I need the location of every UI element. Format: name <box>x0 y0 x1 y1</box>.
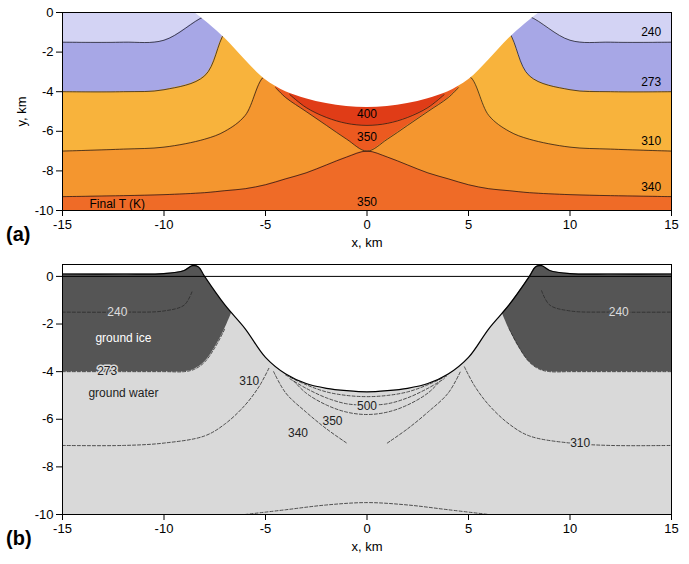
svg-text:-5: -5 <box>260 217 272 232</box>
svg-text:x, km: x, km <box>351 539 382 554</box>
svg-text:350: 350 <box>357 130 377 144</box>
svg-text:240: 240 <box>107 305 127 319</box>
svg-text:500: 500 <box>357 399 377 413</box>
svg-text:350: 350 <box>322 414 342 428</box>
svg-text:273: 273 <box>641 75 661 89</box>
svg-text:340: 340 <box>288 426 308 440</box>
svg-text:310: 310 <box>570 436 590 450</box>
svg-text:-8: -8 <box>42 163 54 178</box>
svg-text:-2: -2 <box>42 44 54 59</box>
svg-text:ground water: ground water <box>88 386 158 400</box>
svg-text:-10: -10 <box>155 521 174 536</box>
svg-text:240: 240 <box>641 25 661 39</box>
svg-text:5: 5 <box>465 217 472 232</box>
svg-text:x, km: x, km <box>351 235 382 250</box>
svg-text:-10: -10 <box>35 203 54 218</box>
svg-text:15: 15 <box>664 521 678 536</box>
svg-text:-15: -15 <box>53 521 72 536</box>
svg-text:0: 0 <box>363 521 370 536</box>
svg-text:-5: -5 <box>260 521 272 536</box>
svg-text:10: 10 <box>563 521 577 536</box>
svg-text:ground ice: ground ice <box>95 331 151 345</box>
svg-text:340: 340 <box>641 180 661 194</box>
svg-text:-6: -6 <box>42 411 54 426</box>
svg-text:273: 273 <box>97 364 117 378</box>
svg-text:0: 0 <box>363 217 370 232</box>
svg-text:-10: -10 <box>35 507 54 522</box>
svg-text:Final T (K): Final T (K) <box>90 197 146 211</box>
svg-text:310: 310 <box>239 374 259 388</box>
svg-text:400: 400 <box>357 107 377 121</box>
svg-text:y, km: y, km <box>14 96 29 126</box>
svg-text:0: 0 <box>46 269 53 284</box>
svg-text:15: 15 <box>664 217 678 232</box>
svg-text:-4: -4 <box>42 84 54 99</box>
svg-text:-2: -2 <box>42 316 54 331</box>
html-text:(b): (b) <box>6 527 32 549</box>
svg-text:0: 0 <box>46 5 53 20</box>
svg-text:-10: -10 <box>155 217 174 232</box>
svg-text:-6: -6 <box>42 123 54 138</box>
svg-text:240: 240 <box>609 305 629 319</box>
svg-text:-15: -15 <box>53 217 72 232</box>
html-text:(a): (a) <box>6 223 31 245</box>
svg-text:310: 310 <box>641 134 661 148</box>
svg-text:-4: -4 <box>42 364 54 379</box>
svg-text:-8: -8 <box>42 459 54 474</box>
svg-text:10: 10 <box>563 217 577 232</box>
svg-text:350: 350 <box>357 195 377 209</box>
svg-text:5: 5 <box>465 521 472 536</box>
